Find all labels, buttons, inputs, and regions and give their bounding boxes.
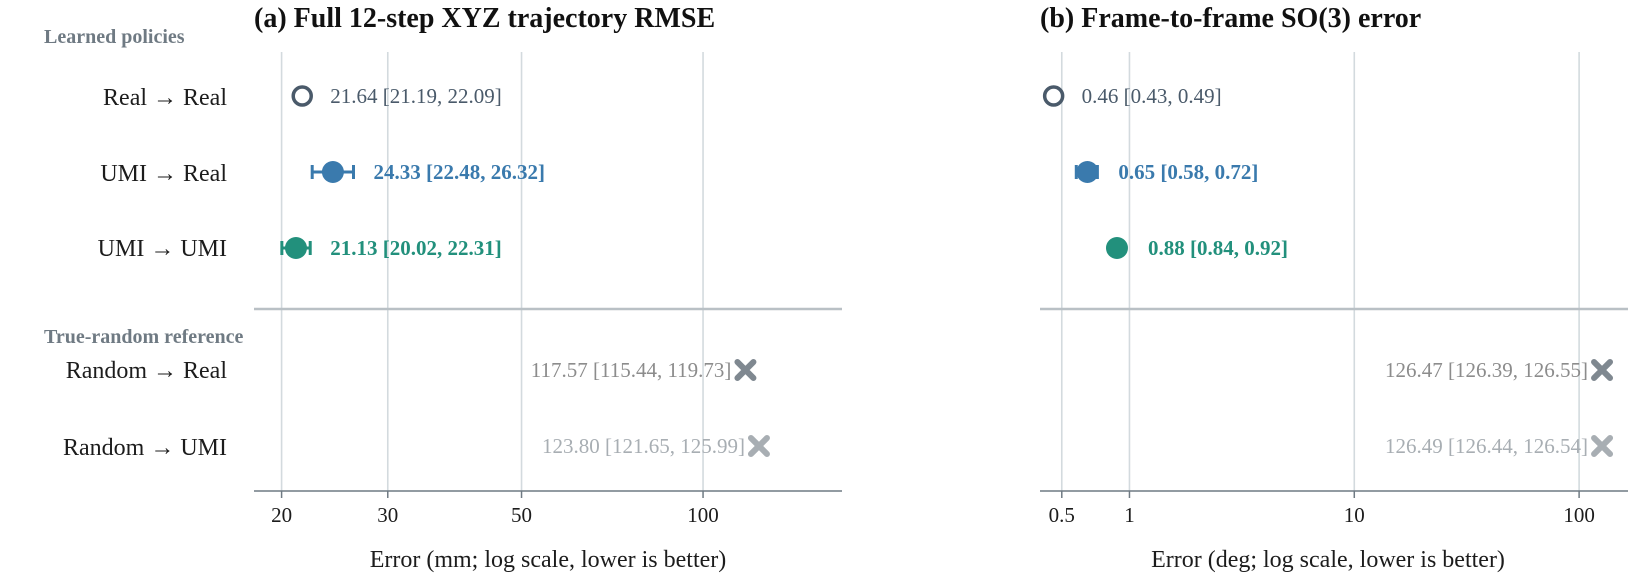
panel-a-random-to-umi-value-label: 123.80 [121.65, 125.99] xyxy=(542,434,745,458)
panel-a-title: (a) Full 12-step XYZ trajectory RMSE xyxy=(254,3,715,34)
row-label-umi-real: UMI → Real xyxy=(100,161,227,187)
panel-a-umi-to-real-value-label: 24.33 [22.48, 26.32] xyxy=(373,160,545,184)
panel-b-random-to-umi-value-label: 126.49 [126.44, 126.54] xyxy=(1385,434,1588,458)
panel-a-real-to-real-marker xyxy=(291,85,313,107)
panel-a-plot: 20 30 50 100 21.64 [21.19, 22.09] 24.33 [22.4… xyxy=(254,52,842,527)
panel-b-umi-to-real-marker xyxy=(1076,161,1099,183)
panel-a-tick-label: 20 xyxy=(271,503,292,527)
panel-a-tick-label: 100 xyxy=(687,503,719,527)
row-label-random-real: Random → Real xyxy=(66,358,228,384)
panel-b-tick-label: 100 xyxy=(1563,503,1595,527)
panel-b-real-to-real-value-label: 0.46 [0.43, 0.49] xyxy=(1082,84,1222,108)
panel-b-tick-label: 10 xyxy=(1344,503,1365,527)
panel-a-umi-to-real-marker xyxy=(321,161,344,183)
row-label-real-real: Real → Real xyxy=(103,85,227,111)
panel-a-random-to-real-marker xyxy=(734,359,757,381)
panel-a-xlabel: Error (mm; log scale, lower is better) xyxy=(370,547,727,573)
panel-b-random-to-real-marker xyxy=(1591,359,1614,381)
panel-b-random-to-real-value-label: 126.47 [126.39, 126.55] xyxy=(1385,358,1588,382)
panel-b-real-to-real-marker xyxy=(1042,85,1065,107)
panel-a-umi-to-umi-value-label: 21.13 [20.02, 22.31] xyxy=(330,236,502,260)
panel-b-random-to-umi-marker xyxy=(1591,435,1614,457)
panel-b-tick-label: 1 xyxy=(1124,503,1135,527)
panel-a-random-to-umi-marker xyxy=(747,435,770,457)
panel-a-tick-label: 50 xyxy=(511,503,532,527)
panel-a-tick-label: 30 xyxy=(377,503,398,527)
panel-b-tick-label: 0.5 xyxy=(1049,503,1075,527)
panel-b-title: (b) Frame-to-frame SO(3) error xyxy=(1040,3,1421,34)
panel-b-umi-to-umi-marker xyxy=(1105,237,1128,259)
panel-a-real-to-real-value-label: 21.64 [21.19, 22.09] xyxy=(330,84,502,108)
panel-b-umi-to-umi-value-label: 0.88 [0.84, 0.92] xyxy=(1148,236,1288,260)
row-label-umi-umi: UMI → UMI xyxy=(98,236,227,262)
panel-a-random-to-real-value-label: 117.57 [115.44, 119.73] xyxy=(531,358,732,382)
panel-a-umi-to-umi-marker xyxy=(284,237,307,259)
panel-b-umi-to-real-value-label: 0.65 [0.58, 0.72] xyxy=(1118,160,1258,184)
row-label-random-umi: Random → UMI xyxy=(63,435,227,461)
panel-b-plot: 0.5 1 10 100 0.46 [0.43, 0.49] 0.65 [0.58, 0.… xyxy=(1040,52,1628,527)
group-label-reference: True-random reference xyxy=(44,326,243,348)
group-label-learned: Learned policies xyxy=(44,26,185,48)
row-labels: Real → Real UMI → Real UMI → UMI Random … xyxy=(63,85,227,461)
panel-b-xlabel: Error (deg; log scale, lower is better) xyxy=(1151,547,1505,573)
